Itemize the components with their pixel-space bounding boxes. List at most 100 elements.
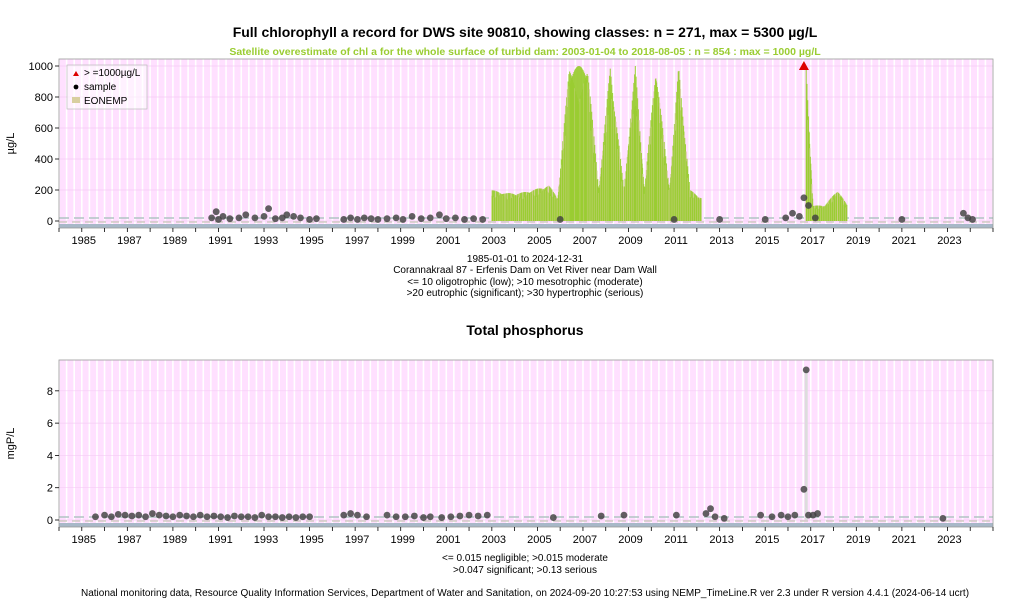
data-point xyxy=(707,505,714,513)
data-point xyxy=(212,208,220,216)
y-tick-label: 6 xyxy=(47,418,53,430)
data-point xyxy=(183,512,190,520)
data-point xyxy=(340,511,348,519)
x-tick-label: 1995 xyxy=(299,534,323,546)
data-point xyxy=(313,215,320,223)
data-point xyxy=(265,205,272,213)
x-tick-label: 2023 xyxy=(937,235,961,247)
data-point xyxy=(597,512,605,520)
data-point xyxy=(761,216,769,223)
data-point xyxy=(297,214,304,222)
data-point xyxy=(196,511,204,519)
data-point xyxy=(92,513,99,521)
y-tick-label: 400 xyxy=(35,154,53,166)
data-point xyxy=(299,513,307,521)
data-point xyxy=(383,215,391,223)
chl-site-name: Corannakraal 87 - Erfenis Dam on Vet Riv… xyxy=(393,265,657,276)
data-point xyxy=(306,513,313,521)
data-point xyxy=(711,513,719,521)
x-tick-label: 1993 xyxy=(254,235,278,247)
x-tick-label: 2019 xyxy=(846,235,870,247)
plot-frame xyxy=(58,359,994,528)
data-point xyxy=(272,215,279,223)
baseline-band xyxy=(59,224,993,228)
data-point xyxy=(410,512,418,520)
data-point xyxy=(549,514,557,521)
data-point xyxy=(470,215,478,223)
data-point xyxy=(777,511,785,519)
data-point xyxy=(244,513,252,521)
y-axis-label: mgP/L xyxy=(5,428,17,460)
data-point xyxy=(251,214,259,222)
eonemp-series xyxy=(491,66,848,221)
x-axis: 1985 1987 1989 1991 1993 1995 1997 1999 2001 2003… xyxy=(58,527,994,546)
chart-legend: > =1000µg/L sample EONEMP xyxy=(66,64,148,110)
grid-lines xyxy=(58,360,994,527)
data-point xyxy=(226,215,234,223)
data-point xyxy=(367,215,375,223)
data-point xyxy=(208,214,216,222)
legend-label: EONEMP xyxy=(84,96,128,107)
x-tick-label: 1997 xyxy=(345,235,369,247)
x-tick-label: 2005 xyxy=(527,235,551,247)
y-tick-label: 4 xyxy=(47,450,53,462)
data-point xyxy=(898,216,906,223)
y-tick-label: 200 xyxy=(35,185,53,197)
data-point xyxy=(716,216,724,223)
data-point xyxy=(426,513,434,521)
data-point xyxy=(802,366,810,374)
legend-box xyxy=(66,64,148,110)
data-point xyxy=(438,514,446,521)
data-point xyxy=(354,511,361,519)
data-point xyxy=(114,510,122,518)
data-point xyxy=(283,211,291,219)
data-point xyxy=(456,512,464,520)
x-tick-label: 1989 xyxy=(163,235,187,247)
data-point xyxy=(374,216,382,223)
legend-label: > =1000µg/L xyxy=(84,68,141,79)
data-point xyxy=(408,212,416,220)
data-point xyxy=(347,214,354,222)
x-tick-label: 1989 xyxy=(163,534,187,546)
x-tick-label: 2013 xyxy=(709,235,733,247)
data-point xyxy=(399,216,407,223)
data-point xyxy=(169,513,177,521)
data-point xyxy=(217,513,225,521)
data-point xyxy=(292,514,300,521)
exceedance-marker xyxy=(798,61,809,70)
data-point xyxy=(101,511,108,519)
x-tick-label: 2001 xyxy=(436,534,460,546)
legend-swatch-eonemp xyxy=(72,97,80,103)
x-tick-label: 2007 xyxy=(573,534,597,546)
x-tick-label: 2013 xyxy=(709,534,733,546)
x-tick-label: 1995 xyxy=(299,235,323,247)
data-point xyxy=(814,510,821,517)
data-point xyxy=(340,216,348,223)
y-tick-label: 1000 xyxy=(29,61,53,73)
data-point xyxy=(479,216,487,223)
data-point xyxy=(231,512,238,520)
x-tick-label: 1987 xyxy=(117,235,141,247)
x-tick-label: 1997 xyxy=(345,534,369,546)
data-point xyxy=(670,216,678,223)
data-point xyxy=(354,216,361,223)
x-tick-label: 1993 xyxy=(254,534,278,546)
x-tick-label: 2017 xyxy=(801,534,825,546)
data-point xyxy=(757,511,765,519)
data-point xyxy=(800,485,808,493)
data-point xyxy=(190,513,197,521)
x-tick-label: 2021 xyxy=(892,235,916,247)
x-tick-label: 2011 xyxy=(664,534,688,546)
data-point xyxy=(260,212,268,220)
x-tick-label: 2003 xyxy=(482,235,506,247)
data-point xyxy=(392,214,400,222)
tp-class-line-2: >0.047 significant; >0.13 serious xyxy=(453,565,597,576)
x-tick-label: 2001 xyxy=(436,235,460,247)
data-point xyxy=(447,513,455,521)
data-point xyxy=(135,511,143,519)
x-tick-label: 2009 xyxy=(618,534,642,546)
data-point xyxy=(789,209,796,217)
data-point xyxy=(720,514,728,522)
